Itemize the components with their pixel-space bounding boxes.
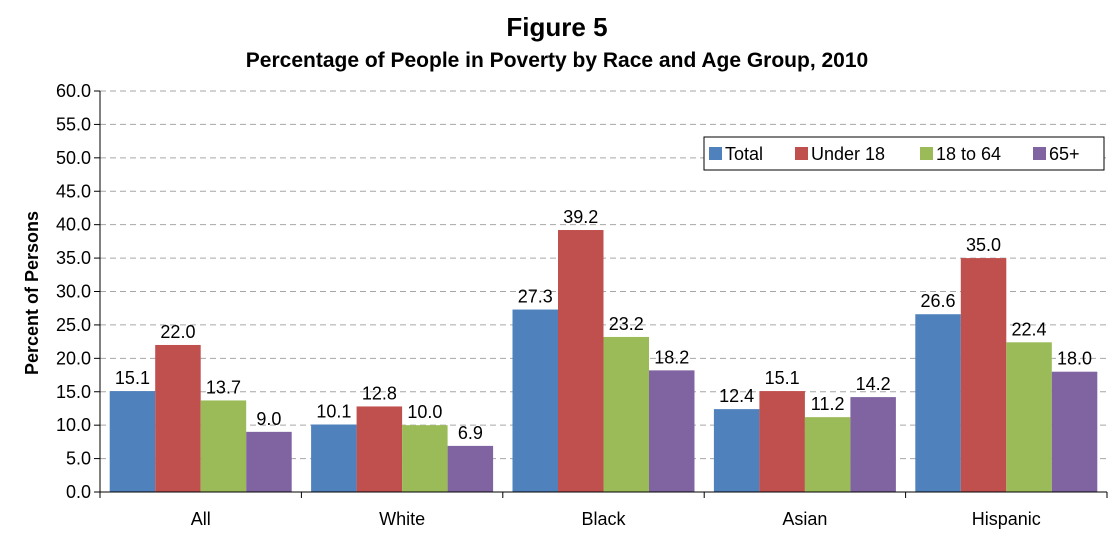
bar <box>850 397 896 492</box>
y-tick-label: 50.0 <box>56 148 91 168</box>
chart-subtitle: Percentage of People in Poverty by Race … <box>246 49 868 72</box>
y-tick-label: 40.0 <box>56 215 91 235</box>
y-tick-label: 30.0 <box>56 282 91 302</box>
bar <box>1006 342 1052 492</box>
bar <box>512 309 558 492</box>
data-label: 26.6 <box>921 291 956 311</box>
data-label: 27.3 <box>518 287 553 307</box>
y-tick-label: 0.0 <box>66 482 91 502</box>
data-label: 39.2 <box>563 207 598 227</box>
y-tick-label: 60.0 <box>56 81 91 101</box>
x-tick-label: Hispanic <box>972 509 1041 529</box>
data-label: 11.2 <box>811 394 845 414</box>
legend-swatch <box>920 147 933 160</box>
bar <box>759 391 805 492</box>
y-tick-label: 45.0 <box>56 181 91 201</box>
data-labels: 15.1 22.0 13.7 9.0 10.1 12.8 10.0 6.9 27.3 39.2 23… <box>115 207 1092 443</box>
bar <box>109 391 156 492</box>
bar <box>447 445 494 492</box>
data-label: 15.1 <box>115 368 150 388</box>
x-tick-label: Black <box>581 509 626 529</box>
data-label: 15.1 <box>765 368 800 388</box>
axes <box>99 91 1107 493</box>
legend-swatch <box>709 147 722 160</box>
y-tick-label: 20.0 <box>56 348 91 368</box>
data-label: 10.0 <box>407 402 442 422</box>
bar <box>649 370 695 492</box>
y-axis-ticks: 0.0 5.0 10.0 15.0 20.0 25.0 30.0 35.0 40.0 45.0 50… <box>56 81 100 502</box>
bar <box>402 425 448 492</box>
data-label: 18.2 <box>654 347 689 367</box>
data-label: 12.4 <box>719 386 754 406</box>
data-label: 14.2 <box>856 374 891 394</box>
bar <box>603 336 649 492</box>
bar <box>155 344 201 492</box>
bar <box>311 424 357 492</box>
x-tick-label: All <box>191 509 211 529</box>
data-label: 35.0 <box>966 235 1001 255</box>
data-label: 18.0 <box>1057 349 1092 369</box>
bar <box>713 409 760 492</box>
bar <box>558 230 604 492</box>
bars <box>109 230 1098 492</box>
y-tick-label: 10.0 <box>56 415 91 435</box>
x-tick-label: White <box>379 509 425 529</box>
legend-label: Total <box>725 144 763 164</box>
y-tick-label: 35.0 <box>56 248 91 268</box>
y-axis-label: Percent of Persons <box>22 211 42 375</box>
data-label: 9.0 <box>256 409 281 429</box>
legend-label: Under 18 <box>811 144 885 164</box>
data-label: 6.9 <box>458 423 483 443</box>
y-tick-label: 5.0 <box>66 449 91 469</box>
legend-label: 65+ <box>1049 144 1080 164</box>
bar <box>356 406 403 492</box>
y-tick-label: 15.0 <box>56 382 91 402</box>
data-label: 23.2 <box>609 314 644 334</box>
legend: Total Under 18 18 to 64 65+ <box>703 136 1105 171</box>
legend-label: 18 to 64 <box>936 144 1001 164</box>
bar <box>1051 371 1098 492</box>
y-tick-label: 55.0 <box>56 114 91 134</box>
x-axis-ticks: All White Black Asian Hispanic <box>99 492 1108 529</box>
bar <box>960 258 1007 492</box>
bar <box>246 431 292 492</box>
bar <box>804 417 851 492</box>
data-label: 10.1 <box>316 401 351 421</box>
data-label: 22.4 <box>1012 319 1047 339</box>
bar <box>915 314 961 492</box>
x-tick-label: Asian <box>782 509 827 529</box>
data-label: 13.7 <box>206 377 241 397</box>
legend-swatch <box>795 147 808 160</box>
y-tick-label: 25.0 <box>56 315 91 335</box>
bar <box>200 400 247 492</box>
chart-title: Figure 5 <box>506 12 607 42</box>
data-label: 22.0 <box>160 322 195 342</box>
legend-swatch <box>1033 147 1046 160</box>
data-label: 12.8 <box>362 383 397 403</box>
